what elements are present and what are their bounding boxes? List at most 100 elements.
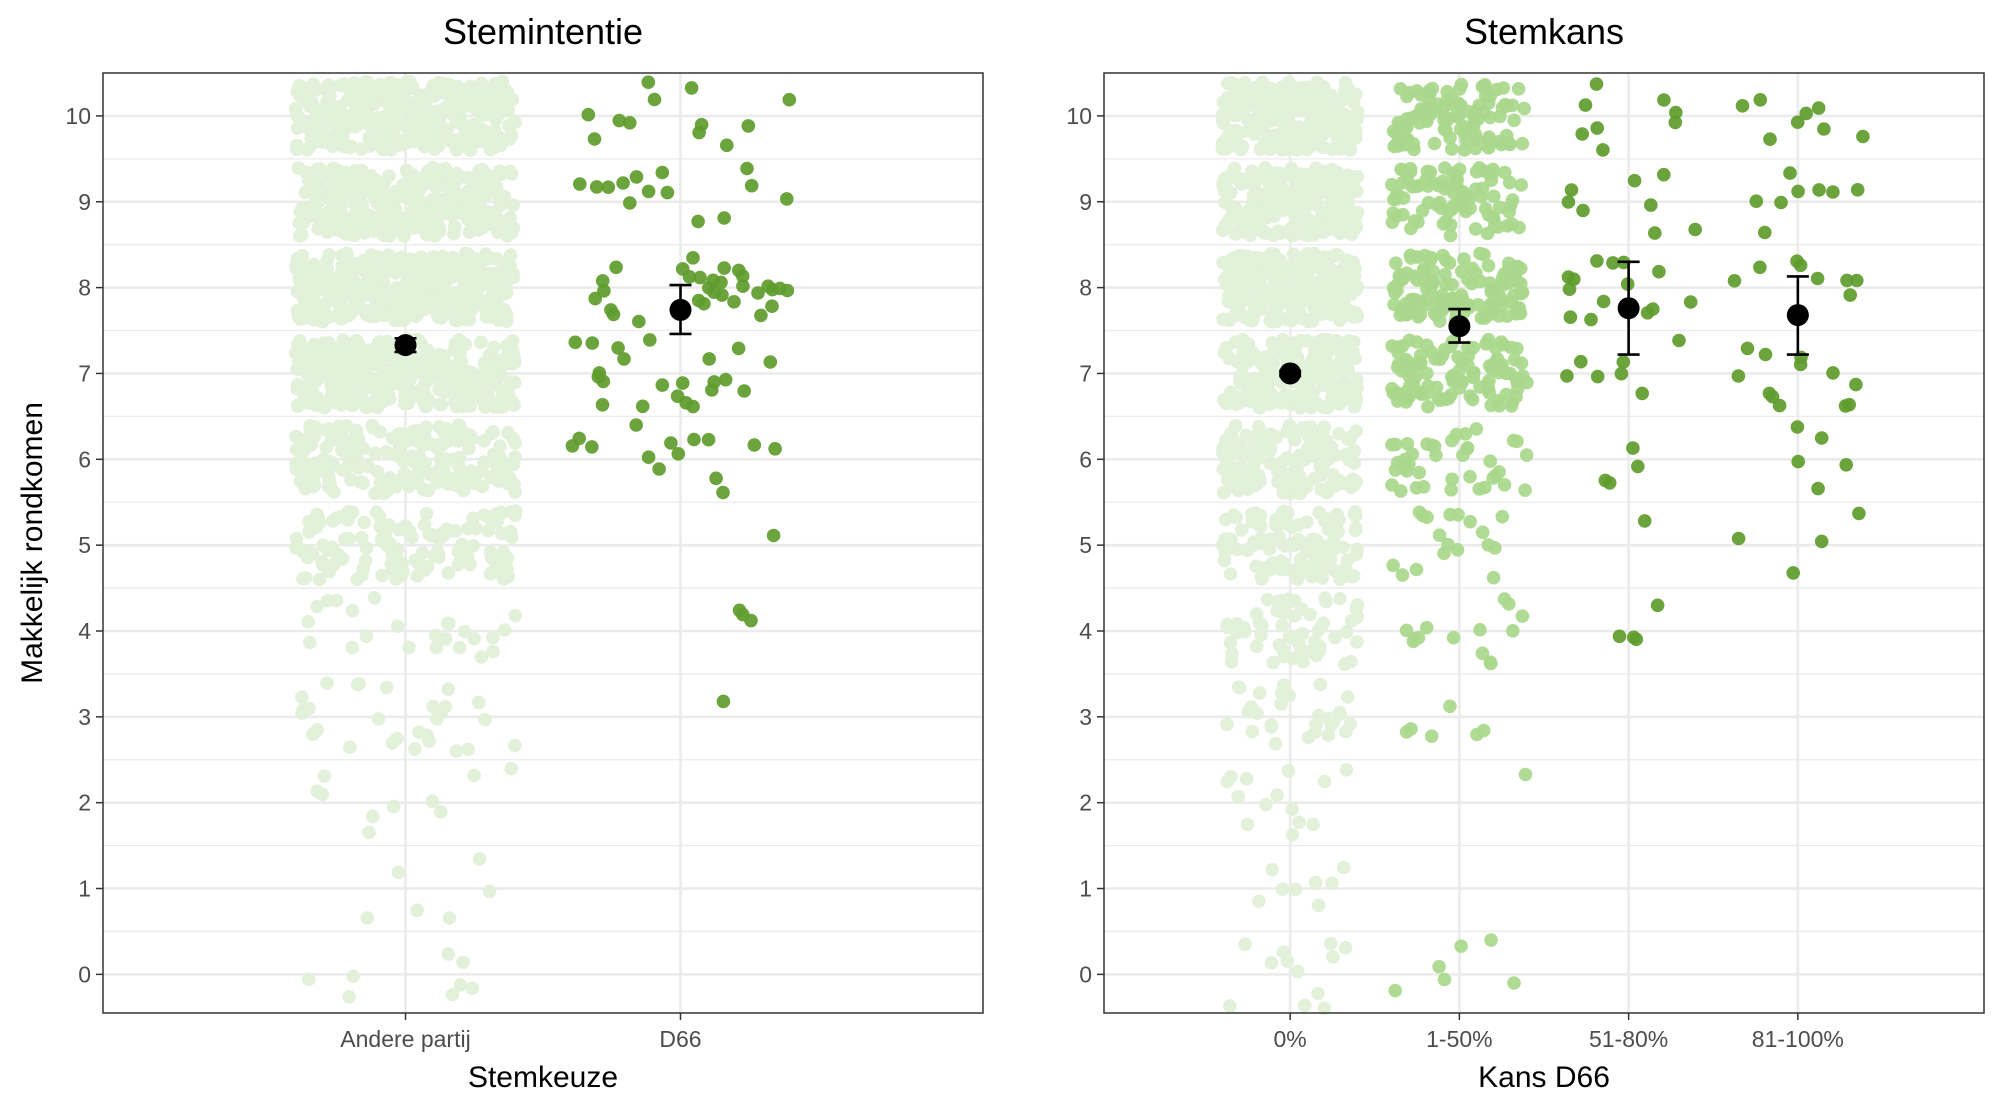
data-point — [1327, 274, 1341, 288]
data-point — [486, 340, 501, 355]
data-point — [392, 188, 406, 203]
data-point — [1314, 468, 1329, 483]
data-point — [499, 258, 513, 273]
data-point — [1826, 185, 1840, 199]
data-point — [1791, 184, 1805, 199]
data-point — [1475, 646, 1490, 661]
data-point — [1575, 127, 1589, 141]
data-point — [715, 288, 729, 302]
data-point — [404, 116, 419, 131]
data-point — [1432, 959, 1446, 974]
data-point — [371, 712, 386, 726]
data-point — [1838, 399, 1853, 413]
data-point — [1758, 347, 1773, 362]
y-tick-label: 0 — [1079, 961, 1092, 987]
data-point — [499, 462, 513, 477]
data-point — [334, 127, 349, 141]
data-point — [1422, 83, 1437, 98]
data-point — [1814, 534, 1829, 549]
data-point — [1249, 607, 1264, 621]
data-point — [461, 742, 476, 757]
data-point — [1500, 309, 1514, 324]
data-point — [1281, 764, 1296, 778]
data-point — [307, 257, 321, 272]
data-point — [1300, 136, 1315, 151]
data-point — [328, 184, 343, 198]
data-point — [1390, 283, 1404, 298]
data-point — [327, 214, 341, 229]
data-point — [1326, 950, 1340, 964]
data-point — [1567, 272, 1581, 287]
data-point — [1477, 247, 1491, 262]
data-point — [293, 275, 308, 290]
data-point — [1395, 176, 1410, 190]
data-point — [395, 557, 410, 571]
data-point — [1790, 115, 1805, 129]
data-point — [641, 450, 656, 465]
data-point — [1427, 136, 1442, 151]
data-point — [629, 418, 643, 432]
data-point — [1409, 562, 1424, 577]
data-point — [302, 701, 316, 716]
data-point — [357, 515, 372, 530]
data-point — [336, 114, 350, 129]
data-point — [1285, 262, 1299, 277]
data-point — [1268, 737, 1283, 751]
data-point — [1560, 369, 1574, 383]
data-point — [1236, 480, 1251, 494]
data-point — [505, 394, 519, 408]
data-point — [1450, 543, 1465, 557]
data-point — [394, 568, 409, 582]
data-point — [508, 450, 522, 464]
data-point — [413, 197, 428, 211]
data-point — [1507, 288, 1521, 303]
data-point — [684, 81, 699, 95]
data-point — [441, 566, 456, 580]
data-point — [1420, 338, 1434, 353]
data-point — [1333, 120, 1347, 134]
data-point — [1394, 272, 1409, 286]
data-point — [1506, 624, 1520, 638]
data-point — [1239, 443, 1254, 457]
data-point — [1338, 941, 1353, 955]
data-point — [381, 258, 396, 272]
data-point — [327, 557, 341, 572]
data-point — [387, 477, 402, 491]
data-point — [1461, 272, 1475, 287]
data-point — [290, 138, 304, 153]
data-point — [660, 185, 675, 200]
data-point — [369, 505, 384, 519]
y-tick-label: 1 — [1079, 876, 1092, 902]
data-point — [408, 742, 422, 756]
data-point — [1811, 101, 1826, 115]
data-point — [1456, 448, 1470, 463]
data-point — [322, 248, 336, 262]
data-point — [359, 541, 374, 555]
data-point — [1331, 105, 1345, 120]
y-tick-label: 8 — [78, 275, 91, 301]
data-point — [1668, 115, 1683, 130]
data-point — [420, 728, 434, 742]
x-axis-title: Kans D66 — [1478, 1061, 1610, 1094]
data-point — [686, 250, 700, 265]
data-point — [716, 485, 730, 500]
data-point — [370, 400, 385, 415]
data-point — [1229, 510, 1244, 525]
data-point — [1644, 198, 1658, 212]
data-point — [1590, 254, 1604, 268]
data-point — [1336, 341, 1350, 355]
data-point — [1391, 340, 1405, 354]
data-point — [1258, 367, 1273, 382]
data-point — [1217, 346, 1231, 360]
data-point — [1437, 972, 1452, 987]
data-point — [506, 198, 520, 212]
data-point — [609, 260, 623, 275]
data-point — [441, 682, 456, 696]
data-point — [1616, 355, 1631, 369]
data-point — [1489, 355, 1503, 369]
data-point — [1350, 112, 1364, 126]
data-point — [1596, 143, 1610, 157]
data-point — [1270, 788, 1284, 802]
data-point — [420, 365, 435, 379]
data-point — [1637, 514, 1652, 528]
